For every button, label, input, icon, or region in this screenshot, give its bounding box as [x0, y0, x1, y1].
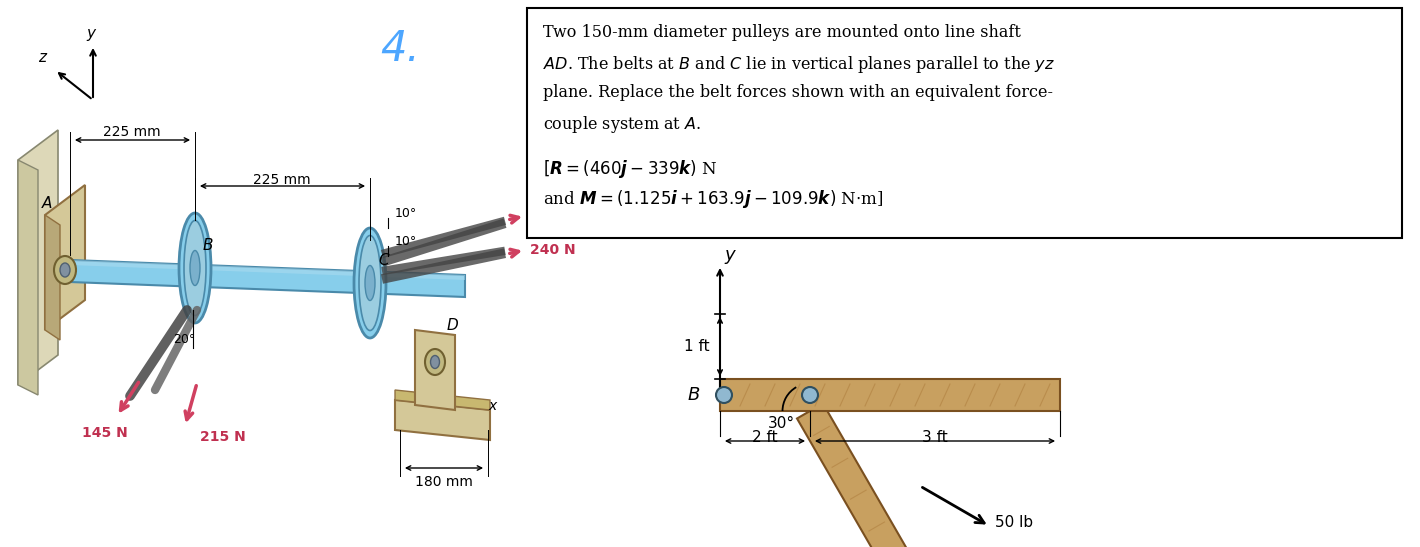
Text: $\mathit{AD}$. The belts at $\mathit{B}$ and $\mathit{C}$ lie in vertical planes: $\mathit{AD}$. The belts at $\mathit{B}$… [542, 54, 1055, 75]
Polygon shape [70, 260, 464, 280]
Text: 10°: 10° [395, 207, 417, 220]
Text: plane. Replace the belt forces shown with an equivalent force-: plane. Replace the belt forces shown wit… [542, 84, 1054, 101]
Polygon shape [395, 390, 490, 410]
Text: 225 mm: 225 mm [253, 173, 311, 187]
Ellipse shape [365, 265, 375, 300]
Polygon shape [395, 400, 490, 440]
Text: 10°: 10° [395, 235, 417, 248]
Ellipse shape [425, 349, 444, 375]
Polygon shape [797, 404, 939, 547]
Polygon shape [415, 330, 454, 410]
Text: z: z [38, 50, 45, 65]
Polygon shape [45, 185, 85, 330]
Text: B: B [687, 386, 700, 404]
Text: y: y [724, 246, 734, 264]
Bar [720, 379, 1059, 411]
Ellipse shape [430, 356, 440, 369]
Text: 2 ft: 2 ft [753, 430, 778, 445]
Text: 155 N: 155 N [530, 209, 575, 223]
Text: y: y [87, 26, 95, 41]
Ellipse shape [190, 251, 200, 286]
Polygon shape [18, 160, 38, 395]
Text: C: C [378, 253, 389, 268]
Text: A: A [43, 196, 53, 211]
Text: 50 lb: 50 lb [995, 515, 1034, 530]
Ellipse shape [802, 387, 818, 403]
Polygon shape [70, 260, 464, 297]
Text: B: B [203, 238, 213, 253]
Text: D: D [447, 318, 459, 333]
Text: $[\boldsymbol{R} = (460\boldsymbol{j} - 339\boldsymbol{k})$ N: $[\boldsymbol{R} = (460\boldsymbol{j} - … [542, 158, 717, 180]
Text: 240 N: 240 N [530, 243, 575, 257]
Ellipse shape [54, 256, 77, 284]
Text: 225 mm: 225 mm [104, 125, 160, 139]
Text: 4.: 4. [381, 28, 420, 70]
Ellipse shape [359, 236, 381, 330]
Text: 215 N: 215 N [200, 430, 246, 444]
Text: 180 mm: 180 mm [415, 475, 473, 489]
Ellipse shape [185, 220, 206, 316]
Polygon shape [18, 130, 58, 385]
Text: 3 ft: 3 ft [922, 430, 949, 445]
Text: and $\boldsymbol{M} = (1.125\boldsymbol{i} + 163.9\boldsymbol{j} - 109.9\boldsym: and $\boldsymbol{M} = (1.125\boldsymbol{… [542, 188, 883, 210]
Text: Two 150-mm diameter pulleys are mounted onto line shaft: Two 150-mm diameter pulleys are mounted … [542, 24, 1021, 41]
Text: 1 ft: 1 ft [684, 339, 710, 354]
Text: 145 N: 145 N [82, 426, 128, 440]
Polygon shape [45, 215, 60, 340]
Text: x: x [488, 399, 496, 413]
Text: 30°: 30° [768, 416, 795, 431]
Text: 20°: 20° [173, 333, 196, 346]
Bar [527, 8, 1402, 238]
Text: couple system at $\mathit{A}$.: couple system at $\mathit{A}$. [542, 114, 701, 135]
Ellipse shape [716, 387, 731, 403]
Ellipse shape [354, 228, 386, 338]
Ellipse shape [179, 213, 212, 323]
Ellipse shape [60, 263, 70, 277]
